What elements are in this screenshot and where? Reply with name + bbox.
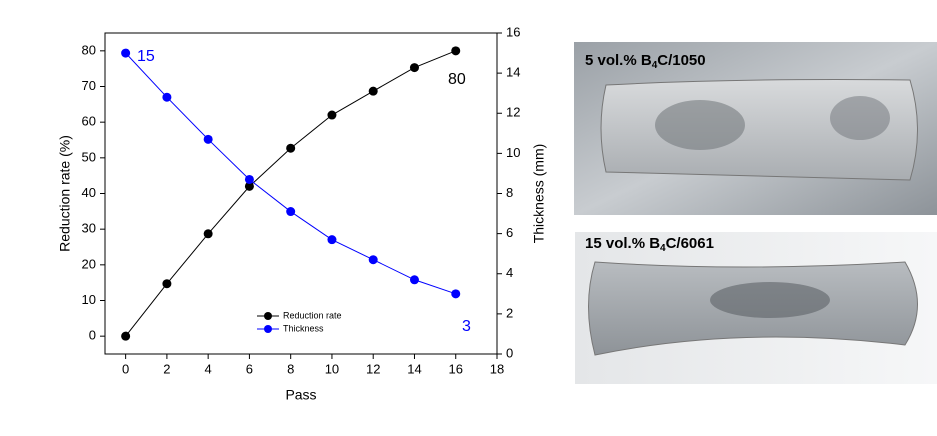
x-tick-label: 18 bbox=[490, 361, 504, 376]
data-point bbox=[327, 235, 337, 245]
data-point bbox=[409, 275, 419, 285]
data-point bbox=[244, 181, 254, 191]
data-point bbox=[451, 289, 461, 299]
legend-marker bbox=[264, 325, 272, 333]
x-tick-label: 4 bbox=[205, 361, 212, 376]
data-point bbox=[203, 134, 213, 144]
y-tick-label: 70 bbox=[82, 78, 96, 93]
y-tick-label: 80 bbox=[82, 42, 96, 57]
plot-frame bbox=[104, 32, 498, 355]
photo-label: 15 vol.% B4C/6061 bbox=[585, 235, 714, 254]
data-point bbox=[203, 229, 213, 239]
data-point bbox=[121, 48, 131, 58]
x-tick-label: 12 bbox=[366, 361, 380, 376]
y-tick-label: 10 bbox=[82, 292, 96, 307]
x-tick-label: 8 bbox=[287, 361, 294, 376]
y2-tick-label: 14 bbox=[506, 65, 520, 80]
x-tick-label: 2 bbox=[163, 361, 170, 376]
photo-label: 5 vol.% B4C/1050 bbox=[585, 52, 706, 71]
data-point bbox=[451, 46, 461, 56]
y-tick-label: 50 bbox=[82, 149, 96, 164]
data-point bbox=[286, 207, 296, 217]
y2-tick-label: 2 bbox=[506, 305, 513, 320]
y2-tick-label: 16 bbox=[506, 24, 520, 39]
y2-tick-label: 6 bbox=[506, 225, 513, 240]
y-tick-label: 60 bbox=[82, 114, 96, 129]
legend-label: Thickness bbox=[283, 323, 324, 333]
y2-tick-label: 0 bbox=[506, 345, 513, 360]
series-line bbox=[125, 50, 456, 337]
y2-axis-label: Thickness (mm) bbox=[531, 144, 547, 244]
x-axis-label: Pass bbox=[285, 387, 316, 403]
legend-label: Reduction rate bbox=[283, 310, 342, 320]
data-point bbox=[409, 63, 419, 73]
y2-tick-label: 8 bbox=[506, 185, 513, 200]
data-point bbox=[327, 110, 337, 120]
x-tick-label: 6 bbox=[246, 361, 253, 376]
y-tick-label: 40 bbox=[82, 185, 96, 200]
legend-marker bbox=[264, 312, 272, 320]
data-point bbox=[244, 174, 254, 184]
data-point bbox=[162, 92, 172, 102]
data-point bbox=[162, 279, 172, 289]
y2-tick-label: 12 bbox=[506, 105, 520, 120]
y2-tick-label: 4 bbox=[506, 265, 513, 280]
series-line bbox=[125, 52, 456, 295]
photo-2 bbox=[575, 232, 937, 384]
y-axis-label: Reduction rate (%) bbox=[57, 135, 73, 252]
data-point bbox=[286, 143, 296, 153]
annotation: 80 bbox=[448, 71, 466, 88]
data-point bbox=[368, 86, 378, 96]
x-tick-label: 0 bbox=[122, 361, 129, 376]
x-tick-label: 10 bbox=[325, 361, 339, 376]
x-tick-label: 16 bbox=[449, 361, 463, 376]
annotation: 15 bbox=[137, 48, 155, 65]
annotation: 3 bbox=[462, 318, 471, 335]
data-point bbox=[121, 331, 131, 341]
photo-1 bbox=[574, 42, 937, 215]
x-tick-label: 14 bbox=[407, 361, 421, 376]
y-tick-label: 0 bbox=[89, 328, 96, 343]
y-tick-label: 20 bbox=[82, 256, 96, 271]
data-point bbox=[368, 255, 378, 265]
y-tick-label: 30 bbox=[82, 221, 96, 236]
y2-tick-label: 10 bbox=[506, 145, 520, 160]
